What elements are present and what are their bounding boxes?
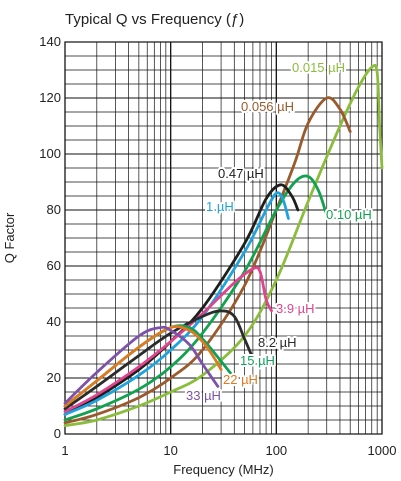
y-tick-label: 120 bbox=[39, 90, 61, 105]
y-tick-label: 40 bbox=[47, 314, 61, 329]
series-label-7: 15 µH bbox=[240, 353, 275, 368]
y-ticks: 0 20 40 60 80 100 120 140 bbox=[39, 34, 61, 441]
series-label-3: 0.47 µH bbox=[218, 166, 264, 181]
series-label-6: 8.2 µH bbox=[258, 335, 297, 350]
x-tick-label: 1 bbox=[61, 443, 68, 458]
x-axis-label: Frequency (MHz) bbox=[173, 462, 273, 477]
chart-title: Typical Q vs Frequency (ƒ) bbox=[65, 11, 244, 28]
series-label-4: 1 µH bbox=[206, 199, 234, 214]
series-line-6 bbox=[63, 309, 255, 411]
series-lines bbox=[63, 63, 384, 427]
y-tick-label: 60 bbox=[47, 258, 61, 273]
y-tick-label: 0 bbox=[54, 426, 61, 441]
x-tick-label: 100 bbox=[265, 443, 287, 458]
series-line-5 bbox=[63, 266, 273, 413]
x-tick-label: 1000 bbox=[368, 443, 397, 458]
series-line-8 bbox=[63, 325, 223, 408]
series-label-1: 0.056 µH bbox=[241, 99, 294, 114]
x-tick-label: 10 bbox=[163, 443, 177, 458]
series-line-4 bbox=[63, 191, 290, 416]
series-line-9 bbox=[63, 325, 220, 405]
series-line-1 bbox=[63, 96, 352, 425]
y-axis-label: Q Factor bbox=[2, 212, 17, 263]
y-tick-label: 20 bbox=[47, 370, 61, 385]
y-tick-label: 100 bbox=[39, 146, 61, 161]
series-label-9: 33 µH bbox=[186, 388, 221, 403]
plot-frame bbox=[64, 41, 383, 435]
series-label-0: 0.015 µH bbox=[292, 60, 345, 75]
series-line-0 bbox=[63, 63, 384, 427]
series-line-2 bbox=[63, 174, 329, 422]
series-line-3 bbox=[63, 183, 300, 416]
series-label-8: 22 µH bbox=[223, 372, 258, 387]
series-label-5: 3.9 µH bbox=[276, 301, 315, 316]
y-tick-label: 140 bbox=[39, 34, 61, 49]
x-ticks: 1 10 100 1000 bbox=[61, 443, 396, 458]
y-tick-label: 80 bbox=[47, 202, 61, 217]
series-label-2: 0.10 µH bbox=[326, 207, 372, 222]
series-labels: 0.015 µH 0.056 µH 0.10 µH 0.47 µH 1 µH 3.9 µH… bbox=[184, 58, 374, 405]
